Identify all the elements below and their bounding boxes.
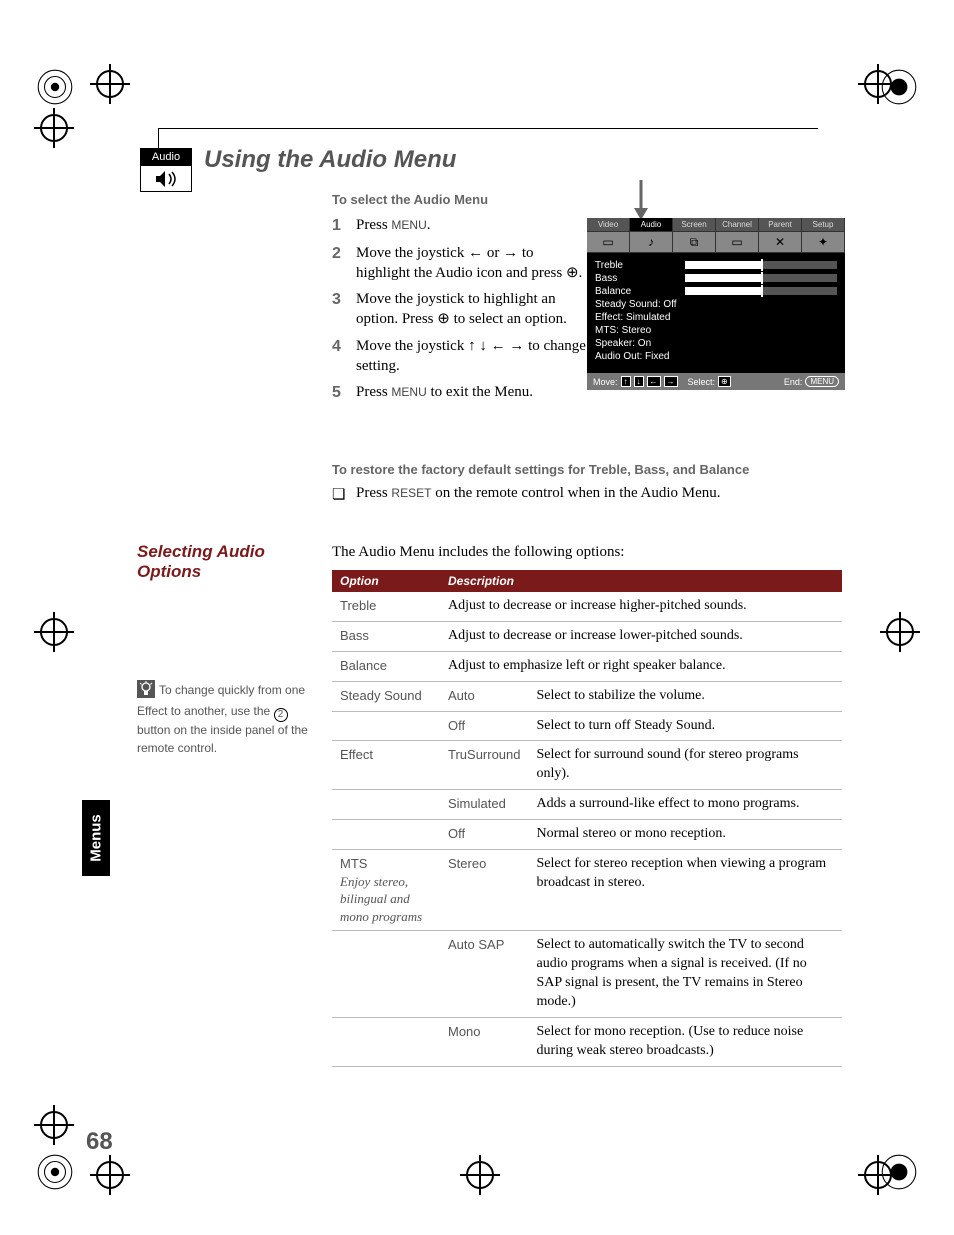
th-option: Option: [332, 570, 440, 592]
osd-body: TrebleBassBalanceSteady Sound: OffEffect…: [587, 253, 845, 373]
osd-icon-audio: ♪: [630, 232, 673, 252]
osd-slider: [685, 287, 837, 295]
restore-block: To restore the factory default settings …: [332, 462, 832, 504]
table-intro: The Audio Menu includes the following op…: [332, 544, 624, 561]
table-row: MTSEnjoy stereo, bilingual and mono prog…: [332, 850, 842, 931]
osd-tabs: VideoAudioScreenChannelParentSetup: [587, 218, 845, 231]
th-desc: Description: [440, 570, 842, 592]
audio-badge-label: Audio: [140, 148, 192, 166]
table-row: EffectTruSurroundSelect for surround sou…: [332, 741, 842, 790]
audio-badge-icon: [140, 166, 192, 192]
section-title: Selecting Audio Options: [137, 542, 307, 583]
crosshair-mr: [880, 612, 920, 652]
crosshair-tr: [858, 64, 898, 104]
osd-tab: Channel: [716, 218, 759, 231]
crosshair-bl2: [34, 1105, 74, 1145]
osd-icon-parent: ✕: [759, 232, 802, 252]
regmark-bl: [34, 1151, 76, 1193]
osd-tab: Setup: [802, 218, 845, 231]
tip-block: To change quickly from one Effect to ano…: [137, 680, 317, 757]
osd-screenshot: VideoAudioScreenChannelParentSetup ▭ ♪ ⧉…: [587, 218, 845, 390]
table-row: BassAdjust to decrease or increase lower…: [332, 621, 842, 651]
options-table: Option Description TrebleAdjust to decre…: [332, 570, 842, 1067]
osd-row: Treble: [595, 259, 837, 272]
select-heading: To select the Audio Menu: [332, 192, 832, 207]
regmark-tl: [34, 66, 76, 108]
page-number: 68: [86, 1128, 113, 1156]
crosshair-bl: [90, 1155, 130, 1195]
osd-icon-setup: ✦: [802, 232, 845, 252]
osd-icon-video: ▭: [587, 232, 630, 252]
crosshair-tl: [90, 64, 130, 104]
options-tbody: TrebleAdjust to decrease or increase hig…: [332, 592, 842, 1066]
table-row: MonoSelect for mono reception. (Use to r…: [332, 1017, 842, 1066]
osd-row: Audio Out: Fixed: [595, 350, 837, 363]
tip-text-b: button on the inside panel of the remote…: [137, 723, 308, 754]
osd-iconrow: ▭ ♪ ⧉ ▭ ✕ ✦: [587, 231, 845, 253]
circled-2-icon: 2: [274, 708, 288, 722]
restore-heading: To restore the factory default settings …: [332, 462, 832, 477]
osd-slider: [685, 274, 837, 282]
crosshair-tl2: [34, 108, 74, 148]
osd-row: Bass: [595, 272, 837, 285]
crosshair-ml: [34, 612, 74, 652]
table-row: Auto SAPSelect to automatically switch t…: [332, 931, 842, 1018]
crosshair-br: [858, 1155, 898, 1195]
crosshair-bc: [460, 1155, 500, 1195]
audio-badge: Audio: [140, 148, 192, 192]
osd-icon-screen: ⧉: [673, 232, 716, 252]
osd-row: Speaker: On: [595, 337, 837, 350]
osd-row: Steady Sound: Off: [595, 298, 837, 311]
osd-tab: Screen: [673, 218, 716, 231]
table-row: BalanceAdjust to emphasize left or right…: [332, 651, 842, 681]
osd-tab: Audio: [630, 218, 673, 231]
osd-row: MTS: Stereo: [595, 324, 837, 337]
osd-footer: Move:↑↓←→ Select:⊕ End:MENU: [587, 373, 845, 390]
osd-tab: Video: [587, 218, 630, 231]
table-row: SimulatedAdds a surround-like effect to …: [332, 790, 842, 820]
table-row: TrebleAdjust to decrease or increase hig…: [332, 592, 842, 621]
page-title: Using the Audio Menu: [204, 146, 456, 174]
restore-bullet: ❏ Press RESET on the remote control when…: [332, 485, 832, 504]
side-tab: Menus: [82, 800, 110, 876]
table-row: OffNormal stereo or mono reception.: [332, 820, 842, 850]
osd-row: Balance: [595, 285, 837, 298]
osd-slider: [685, 261, 837, 269]
osd-tab: Parent: [759, 218, 802, 231]
lightbulb-icon: [137, 680, 155, 703]
table-row: OffSelect to turn off Steady Sound.: [332, 711, 842, 741]
table-row: Steady SoundAutoSelect to stabilize the …: [332, 681, 842, 711]
osd-row: Effect: Simulated: [595, 311, 837, 324]
osd-icon-channel: ▭: [716, 232, 759, 252]
